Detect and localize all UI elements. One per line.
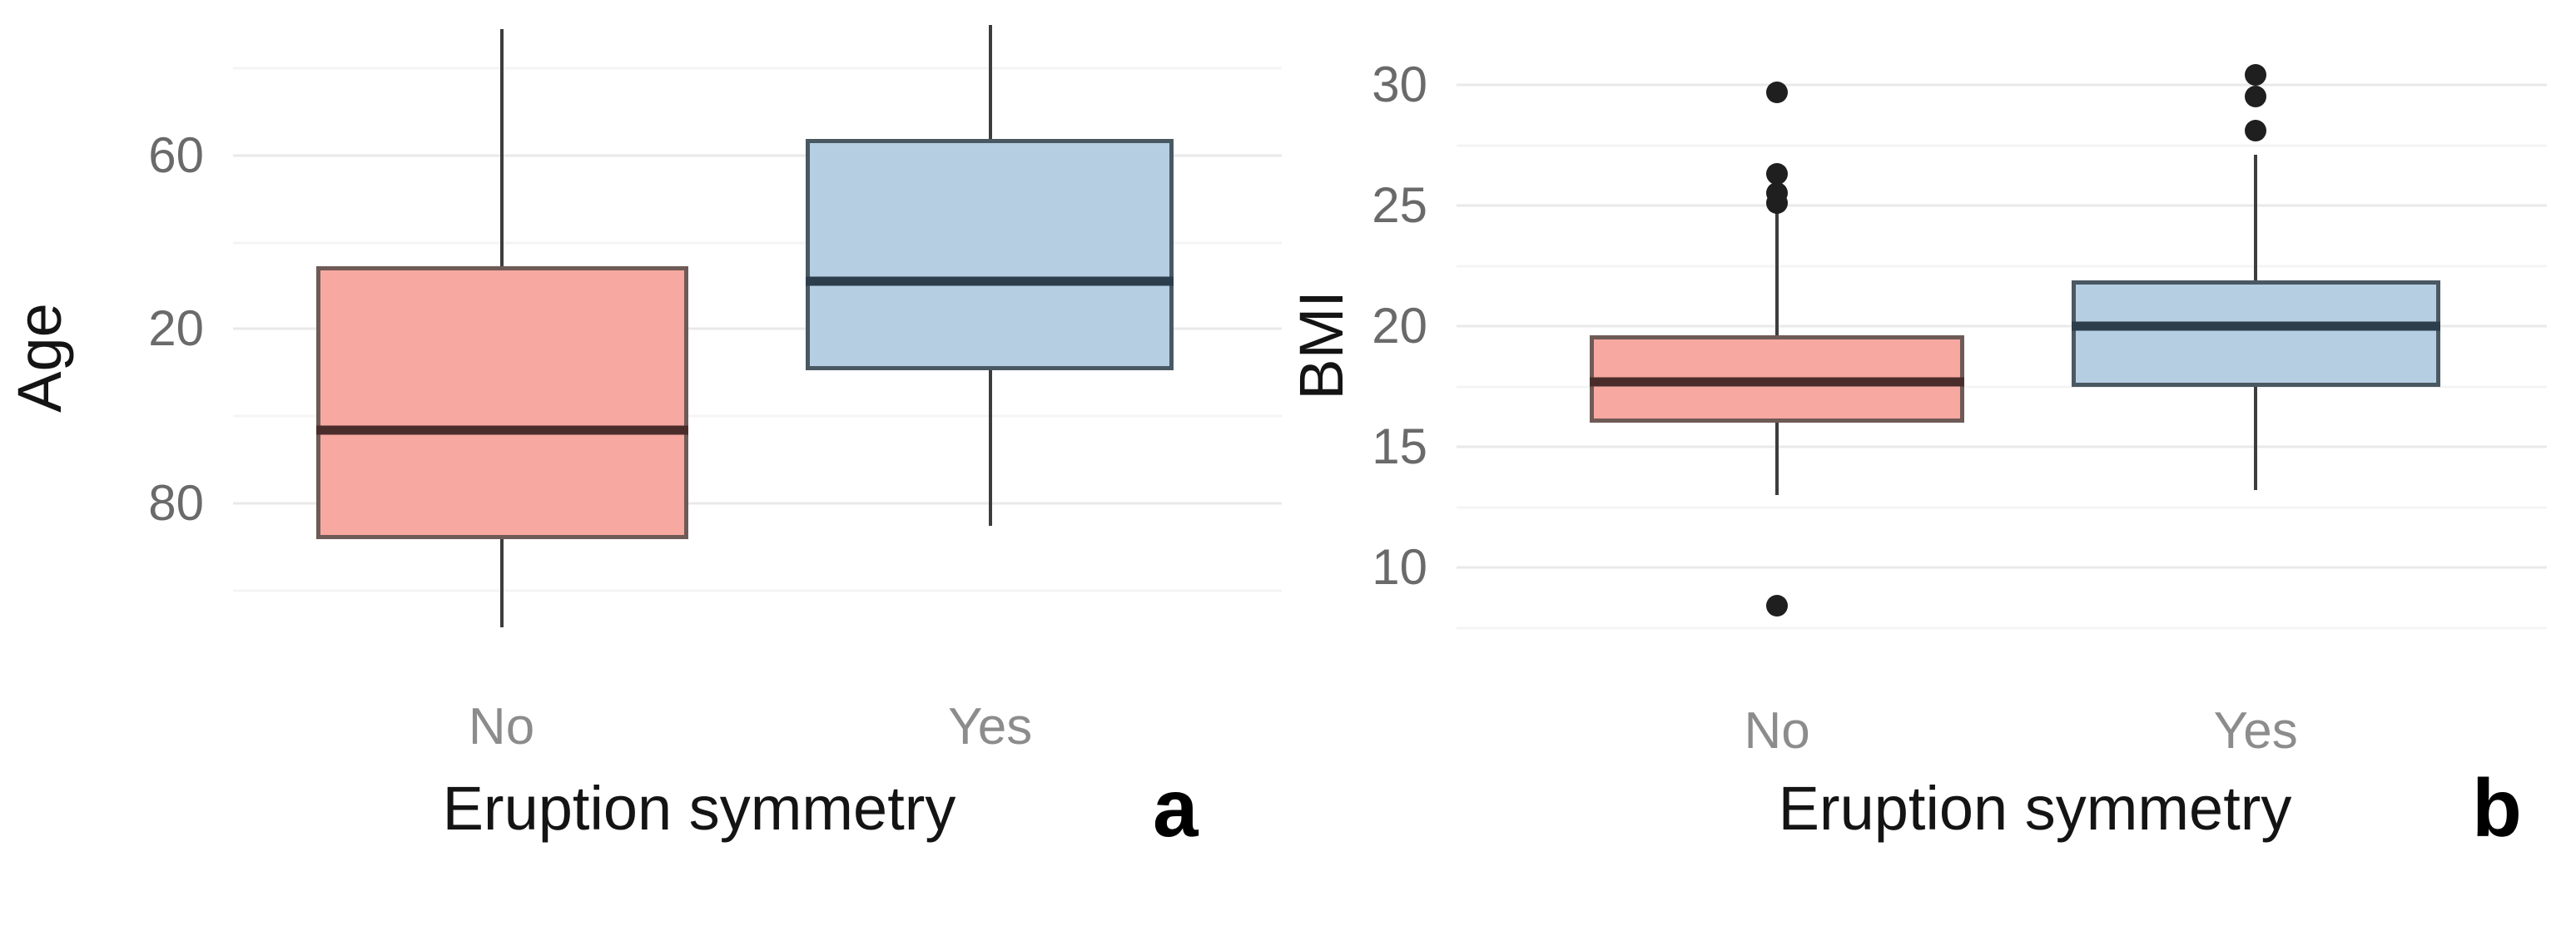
- gridline-major: [1457, 445, 2547, 448]
- gridline-minor: [233, 414, 1282, 418]
- panel-a: Age 60 20 80 No Yes Eruption symmetry a: [5, 21, 1282, 854]
- median-line-no: [315, 425, 688, 435]
- gridline-minor: [1457, 265, 2547, 268]
- plot-area-a: 60 20 80 No Yes: [148, 21, 1282, 753]
- gridline-major: [1457, 566, 2547, 569]
- plot-area-b: 30 25 20 15 10 No Yes: [1372, 33, 2547, 757]
- gridline-major: [233, 327, 1282, 330]
- gridline-major: [1457, 204, 2547, 207]
- panel-letter-a: a: [1153, 762, 1199, 854]
- gridline-major: [1457, 83, 2547, 87]
- y-tick-label: 10: [1372, 539, 1427, 596]
- x-axis-title-b: Eruption symmetry: [1778, 774, 2292, 843]
- panel-b: BMI 30 25 20 15 10 No Yes Eruption symmetry b: [1287, 0, 2576, 936]
- y-tick-label: 30: [1372, 57, 1427, 113]
- box-no: [315, 265, 688, 540]
- outlier-dot-no: [1766, 595, 1789, 617]
- y-tick-label: 15: [1372, 418, 1427, 475]
- gridline-major: [233, 502, 1282, 505]
- x-tick-label-yes: Yes: [2213, 702, 2298, 760]
- outlier-dot-yes: [2245, 86, 2267, 108]
- y-tick-label: 25: [1372, 177, 1427, 234]
- outlier-dot-yes: [2245, 64, 2267, 87]
- y-tick-label: 20: [148, 300, 204, 356]
- median-line-yes: [805, 276, 1174, 286]
- gridline-minor: [233, 589, 1282, 592]
- gridline-major: [1457, 324, 2547, 328]
- outlier-dot-no: [1766, 162, 1789, 185]
- x-axis-title-a: Eruption symmetry: [442, 774, 956, 843]
- box-yes: [2071, 280, 2440, 387]
- outlier-dot-no: [1766, 192, 1789, 215]
- median-line-no: [1589, 377, 1965, 387]
- median-line-yes: [2071, 321, 2440, 331]
- y-axis-title-bmi: BMI: [1287, 290, 1356, 400]
- x-tick-label-yes: Yes: [948, 698, 1033, 755]
- gridline-minor: [1457, 626, 2547, 630]
- box-yes: [805, 138, 1174, 370]
- y-tick-label: 20: [1372, 298, 1427, 354]
- outlier-dot-yes: [2245, 119, 2267, 141]
- y-axis-title-age: Age: [5, 303, 74, 413]
- x-tick-label-no: No: [468, 698, 535, 755]
- gridline-minor: [1457, 506, 2547, 509]
- y-tick-label: 60: [148, 127, 204, 183]
- gridline-minor: [1457, 385, 2547, 389]
- x-tick-label-no: No: [1744, 702, 1810, 760]
- panel-letter-b: b: [2472, 762, 2522, 854]
- gridline-minor: [1457, 144, 2547, 147]
- outlier-dot-no: [1766, 82, 1789, 104]
- gridline-minor: [233, 67, 1282, 70]
- y-tick-label: 80: [148, 474, 204, 531]
- gridline-major: [233, 154, 1282, 157]
- gridline-minor: [233, 241, 1282, 245]
